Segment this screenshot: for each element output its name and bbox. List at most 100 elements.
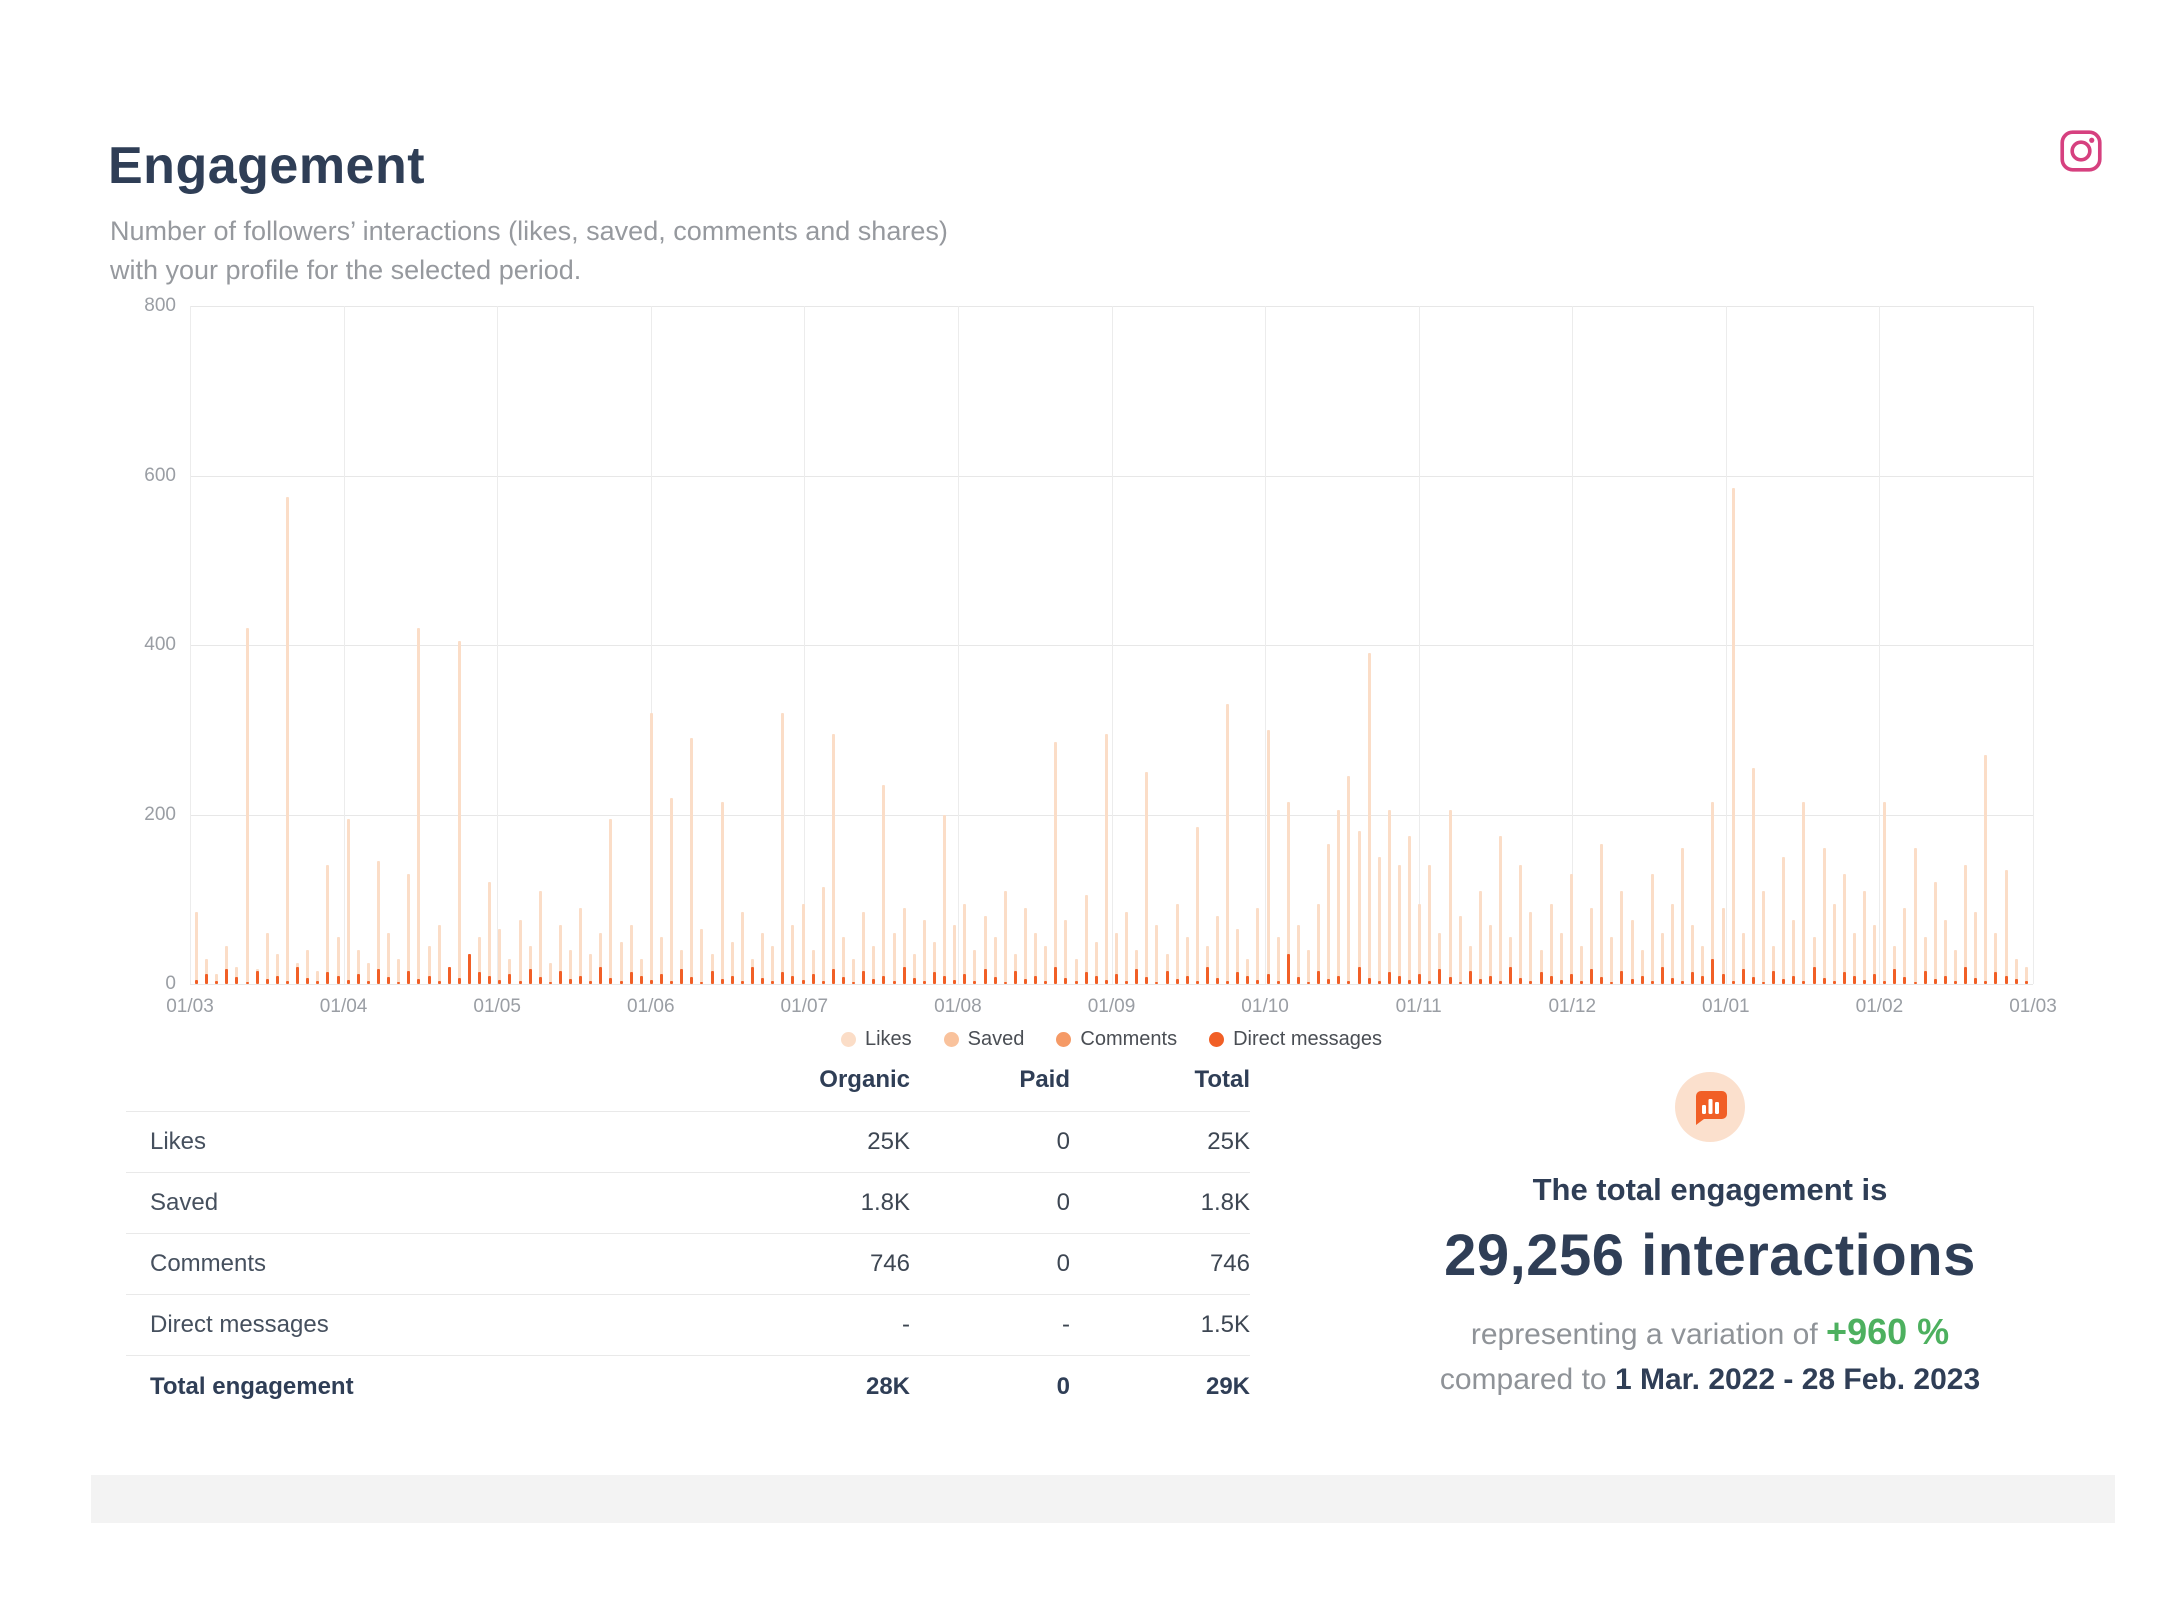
engagement-bar[interactable] — [1559, 933, 1563, 984]
engagement-bar[interactable] — [225, 945, 229, 984]
engagement-bar[interactable] — [1883, 801, 1887, 984]
engagement-bar[interactable] — [983, 916, 987, 984]
engagement-bar[interactable] — [205, 958, 209, 984]
engagement-bar[interactable] — [1842, 873, 1846, 984]
engagement-bar[interactable] — [1013, 954, 1017, 984]
engagement-bar[interactable] — [1438, 933, 1442, 984]
engagement-bar[interactable] — [1296, 924, 1300, 984]
engagement-bar[interactable] — [1802, 801, 1806, 984]
engagement-bar[interactable] — [1620, 890, 1624, 984]
engagement-bar[interactable] — [831, 734, 835, 984]
engagement-bar[interactable] — [1003, 890, 1007, 984]
engagement-bar[interactable] — [710, 954, 714, 984]
engagement-bar[interactable] — [690, 738, 694, 984]
engagement-bar[interactable] — [953, 924, 957, 984]
engagement-bar[interactable] — [1711, 801, 1715, 984]
engagement-bar[interactable] — [1408, 835, 1412, 984]
engagement-bar[interactable] — [1205, 945, 1209, 984]
engagement-bar[interactable] — [498, 928, 502, 984]
engagement-bar[interactable] — [548, 962, 552, 984]
engagement-bar[interactable] — [1135, 950, 1139, 984]
engagement-bar[interactable] — [1185, 937, 1189, 984]
engagement-bar[interactable] — [356, 950, 360, 984]
engagement-bar[interactable] — [1357, 831, 1361, 984]
engagement-bar[interactable] — [508, 958, 512, 984]
engagement-bar[interactable] — [2004, 869, 2008, 984]
engagement-bar[interactable] — [852, 958, 856, 984]
engagement-bar[interactable] — [558, 924, 562, 984]
engagement-bar[interactable] — [285, 496, 289, 984]
engagement-bar[interactable] — [397, 958, 401, 984]
engagement-bar[interactable] — [1873, 924, 1877, 984]
engagement-bar[interactable] — [629, 924, 633, 984]
engagement-bar[interactable] — [1681, 848, 1685, 984]
engagement-bar[interactable] — [1782, 856, 1786, 984]
engagement-bar[interactable] — [1499, 835, 1503, 984]
engagement-bar[interactable] — [1529, 911, 1533, 984]
engagement-bar[interactable] — [842, 937, 845, 984]
engagement-bar[interactable] — [1367, 653, 1371, 984]
engagement-bar[interactable] — [518, 920, 522, 984]
engagement-bar[interactable] — [1539, 950, 1543, 984]
engagement-bar[interactable] — [437, 924, 441, 984]
engagement-bar[interactable] — [700, 928, 704, 984]
engagement-bar[interactable] — [1994, 933, 1998, 984]
engagement-bar[interactable] — [1327, 844, 1331, 984]
engagement-bar[interactable] — [649, 712, 653, 984]
engagement-bar[interactable] — [1104, 734, 1108, 984]
engagement-bar[interactable] — [1114, 933, 1118, 984]
legend-item-direct-messages[interactable]: Direct messages — [1209, 1028, 1382, 1051]
engagement-bar[interactable] — [255, 968, 259, 984]
engagement-bar[interactable] — [265, 933, 269, 984]
engagement-bar[interactable] — [1489, 924, 1492, 984]
engagement-bar[interactable] — [781, 712, 785, 984]
engagement-bar[interactable] — [306, 950, 310, 984]
engagement-bar[interactable] — [1772, 945, 1776, 984]
engagement-bar[interactable] — [963, 903, 967, 984]
engagement-bar[interactable] — [427, 945, 431, 984]
engagement-bar[interactable] — [791, 924, 795, 984]
engagement-bar[interactable] — [1822, 848, 1826, 984]
engagement-bar[interactable] — [1216, 916, 1220, 984]
engagement-bar[interactable] — [1458, 916, 1462, 984]
engagement-bar[interactable] — [1256, 907, 1260, 984]
engagement-bar[interactable] — [488, 882, 492, 984]
engagement-bar[interactable] — [336, 937, 340, 984]
engagement-bar[interactable] — [1600, 844, 1604, 984]
engagement-bar[interactable] — [1812, 937, 1816, 984]
engagement-bar[interactable] — [417, 628, 421, 984]
engagement-bar[interactable] — [801, 903, 805, 984]
engagement-bar[interactable] — [1660, 933, 1664, 984]
engagement-bar[interactable] — [1731, 488, 1735, 984]
engagement-bar[interactable] — [1054, 742, 1058, 984]
engagement-bar[interactable] — [326, 865, 330, 984]
engagement-bar[interactable] — [821, 886, 825, 984]
engagement-bar[interactable] — [1155, 924, 1159, 984]
engagement-bar[interactable] — [882, 784, 886, 984]
engagement-bar[interactable] — [1761, 890, 1765, 984]
engagement-bar[interactable] — [1034, 933, 1038, 984]
engagement-bar[interactable] — [1398, 865, 1402, 984]
engagement-bar[interactable] — [1691, 924, 1695, 984]
engagement-bar[interactable] — [569, 950, 573, 984]
engagement-bar[interactable] — [761, 933, 765, 984]
engagement-bar[interactable] — [1863, 890, 1867, 984]
engagement-bar[interactable] — [366, 962, 370, 984]
engagement-bar[interactable] — [862, 911, 866, 984]
engagement-bar[interactable] — [579, 907, 583, 984]
engagement-bar[interactable] — [1792, 920, 1796, 984]
engagement-bar[interactable] — [1165, 954, 1169, 984]
engagement-bar[interactable] — [538, 890, 542, 984]
engagement-bar[interactable] — [1226, 704, 1230, 984]
engagement-bar[interactable] — [1145, 772, 1149, 984]
engagement-bar[interactable] — [195, 911, 198, 984]
engagement-bar[interactable] — [478, 937, 482, 984]
engagement-bar[interactable] — [1630, 920, 1634, 984]
engagement-bar[interactable] — [296, 962, 300, 984]
legend-item-likes[interactable]: Likes — [840, 1028, 912, 1051]
engagement-bar[interactable] — [467, 954, 471, 984]
engagement-bar[interactable] — [1650, 873, 1654, 984]
engagement-bar[interactable] — [771, 945, 775, 984]
engagement-bar[interactable] — [1751, 767, 1755, 984]
engagement-bar[interactable] — [1893, 945, 1897, 984]
